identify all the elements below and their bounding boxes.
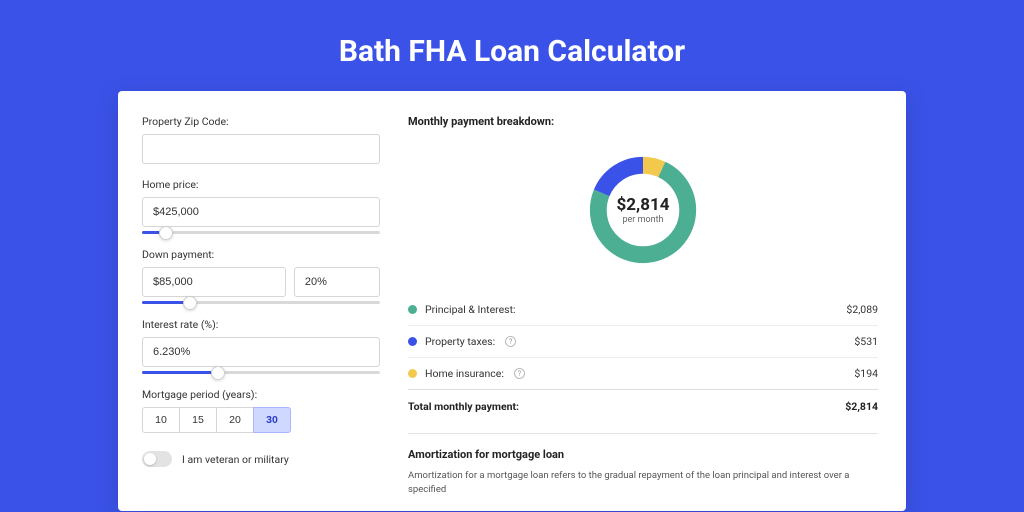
home-price-label: Home price: xyxy=(142,178,380,191)
zip-label: Property Zip Code: xyxy=(142,115,380,128)
donut-center-sub: per month xyxy=(622,215,663,225)
breakdown-row-left: Principal & Interest: xyxy=(408,303,516,316)
period-btn-15[interactable]: 15 xyxy=(179,407,217,433)
breakdown-row: Home insurance:? $194 xyxy=(408,358,878,390)
donut-center-value: $2,814 xyxy=(617,195,670,215)
legend-dot xyxy=(408,305,417,314)
zip-input[interactable] xyxy=(142,134,380,164)
breakdown-row-left: Property taxes:? xyxy=(408,335,516,348)
page-title: Bath FHA Loan Calculator xyxy=(0,0,1024,91)
interest-slider[interactable] xyxy=(142,371,380,374)
breakdown-row-value: $2,089 xyxy=(846,303,878,316)
legend-dot xyxy=(408,337,417,346)
home-price-slider-thumb[interactable] xyxy=(159,226,173,240)
home-price-input[interactable] xyxy=(142,197,380,227)
period-label: Mortgage period (years): xyxy=(142,388,380,401)
donut-chart: $2,814 per month xyxy=(584,151,702,269)
down-payment-slider-thumb[interactable] xyxy=(183,296,197,310)
veteran-toggle-row: I am veteran or military xyxy=(142,451,380,467)
veteran-label: I am veteran or military xyxy=(182,453,289,466)
period-btn-20[interactable]: 20 xyxy=(216,407,254,433)
breakdown-row-left: Home insurance:? xyxy=(408,367,525,380)
period-buttons: 10152030 xyxy=(142,407,380,433)
down-payment-slider[interactable] xyxy=(142,301,380,304)
period-btn-30[interactable]: 30 xyxy=(253,407,291,433)
interest-field-group: Interest rate (%): xyxy=(142,318,380,374)
amortization-section: Amortization for mortgage loan Amortizat… xyxy=(408,433,878,498)
input-panel: Property Zip Code: Home price: Down paym… xyxy=(142,115,380,487)
period-btn-10[interactable]: 10 xyxy=(142,407,180,433)
breakdown-row-value: $531 xyxy=(854,335,878,348)
breakdown-row-label: Property taxes: xyxy=(425,335,495,348)
breakdown-row: Property taxes:? $531 xyxy=(408,326,878,358)
interest-input[interactable] xyxy=(142,337,380,367)
total-label: Total monthly payment: xyxy=(408,400,519,413)
veteran-toggle-knob xyxy=(144,453,156,465)
home-price-field-group: Home price: xyxy=(142,178,380,234)
calculator-card: Property Zip Code: Home price: Down paym… xyxy=(118,91,906,511)
interest-slider-fill xyxy=(142,371,218,374)
down-payment-label: Down payment: xyxy=(142,248,380,261)
interest-label: Interest rate (%): xyxy=(142,318,380,331)
breakdown-row: Principal & Interest: $2,089 xyxy=(408,294,878,326)
breakdown-list: Principal & Interest: $2,089 Property taxe… xyxy=(408,294,878,390)
amortization-title: Amortization for mortgage loan xyxy=(408,448,878,461)
veteran-toggle[interactable] xyxy=(142,451,172,467)
down-payment-input[interactable] xyxy=(142,267,286,297)
info-icon[interactable]: ? xyxy=(505,336,516,347)
zip-field-group: Property Zip Code: xyxy=(142,115,380,164)
breakdown-row-label: Principal & Interest: xyxy=(425,303,516,316)
total-value: $2,814 xyxy=(845,400,878,413)
breakdown-row-label: Home insurance: xyxy=(425,367,504,380)
donut-center: $2,814 per month xyxy=(584,151,702,269)
breakdown-title: Monthly payment breakdown: xyxy=(408,115,878,128)
total-row: Total monthly payment: $2,814 xyxy=(408,390,878,427)
down-payment-field-group: Down payment: xyxy=(142,248,380,304)
period-field-group: Mortgage period (years): 10152030 xyxy=(142,388,380,433)
interest-slider-thumb[interactable] xyxy=(211,366,225,380)
donut-chart-container: $2,814 per month xyxy=(408,140,878,280)
home-price-slider[interactable] xyxy=(142,231,380,234)
info-icon[interactable]: ? xyxy=(514,368,525,379)
legend-dot xyxy=(408,369,417,378)
down-payment-pct-input[interactable] xyxy=(294,267,380,297)
breakdown-row-value: $194 xyxy=(854,367,878,380)
amortization-text: Amortization for a mortgage loan refers … xyxy=(408,469,878,498)
results-panel: Monthly payment breakdown: $2,814 per mo… xyxy=(408,115,878,487)
